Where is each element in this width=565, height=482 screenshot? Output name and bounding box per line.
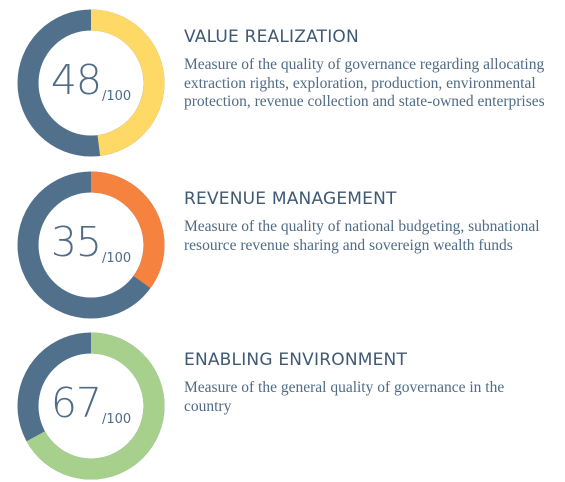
score-max: /100 bbox=[101, 250, 132, 266]
metric-description: Measure of the quality of governance reg… bbox=[184, 56, 545, 110]
metric-enabling-environment: 67/100 ENABLING ENVIRONMENT Measure of t… bbox=[0, 332, 565, 482]
donut-chart: 48/100 bbox=[17, 9, 165, 157]
metric-value-realization: 48/100 VALUE REALIZATION Measure of the … bbox=[0, 9, 565, 159]
donut-value-arc bbox=[17, 9, 165, 157]
score-value: 35 bbox=[50, 217, 102, 266]
donut-value-arc bbox=[17, 171, 165, 319]
metric-description: Measure of the general quality of govern… bbox=[184, 379, 505, 415]
metric-revenue-management: 35/100 REVENUE MANAGEMENT Measure of the… bbox=[0, 171, 565, 321]
metric-title: ENABLING ENVIRONMENT bbox=[184, 350, 408, 370]
donut-chart: 35/100 bbox=[17, 171, 165, 319]
donut-svg bbox=[17, 332, 165, 480]
metric-description: Measure of the quality of national budge… bbox=[184, 218, 540, 254]
metric-title: REVENUE MANAGEMENT bbox=[184, 189, 397, 209]
donut-svg bbox=[17, 171, 165, 319]
donut-value-arc bbox=[17, 332, 165, 480]
score-label: 48/100 bbox=[17, 9, 165, 157]
donut-svg bbox=[17, 9, 165, 157]
score-label: 67/100 bbox=[17, 332, 165, 480]
score-max: /100 bbox=[101, 411, 132, 427]
score-label: 35/100 bbox=[17, 171, 165, 319]
score-value: 67 bbox=[50, 378, 102, 427]
metric-title: VALUE REALIZATION bbox=[184, 27, 359, 47]
donut-chart: 67/100 bbox=[17, 332, 165, 480]
score-value: 48 bbox=[50, 55, 102, 104]
score-max: /100 bbox=[101, 88, 132, 104]
